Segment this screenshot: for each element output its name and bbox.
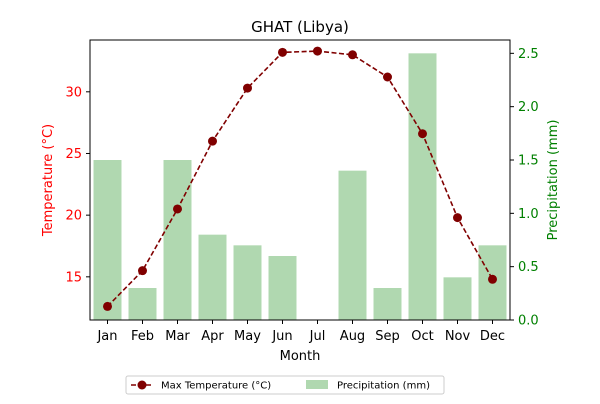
temperature-point-may — [243, 83, 252, 93]
legend-entry-temperature: Max Temperature (°C) — [161, 381, 271, 392]
temperature-point-dec — [488, 274, 497, 284]
right-tick-label: 2.5 — [518, 47, 539, 62]
plot-frame — [89, 39, 511, 321]
temperature-point-oct — [418, 129, 427, 139]
left-tick-label: 15 — [65, 270, 82, 285]
x-tick-label: Aug — [340, 329, 365, 344]
precipitation-bar-nov — [443, 277, 472, 320]
right-tick-label: 1.5 — [518, 154, 539, 169]
right-axis-label: Precipitation (mm) — [546, 120, 561, 241]
temperature-point-feb — [138, 266, 147, 276]
precipitation-bar-jan — [93, 160, 122, 320]
precipitation-bar-mar — [163, 160, 192, 320]
temperature-point-jul — [313, 46, 322, 56]
x-tick-label: Jan — [96, 329, 117, 344]
temperature-point-nov — [453, 213, 462, 223]
precipitation-bar-may — [233, 245, 262, 320]
temperature-point-jun — [278, 47, 287, 57]
precipitation-bar-aug — [338, 170, 367, 320]
temperature-point-sep — [383, 72, 392, 82]
x-axis-label: Month — [280, 349, 321, 364]
precipitation-bar-feb — [128, 288, 157, 320]
precipitation-bars — [93, 53, 507, 320]
x-tick-label: Sep — [375, 329, 400, 344]
temperature-point-apr — [208, 136, 217, 146]
left-axis-label: Temperature (°C) — [41, 124, 56, 237]
temperature-point-aug — [348, 50, 357, 60]
x-tick-label: Mar — [165, 329, 190, 344]
legend-entry-precipitation: Precipitation (mm) — [337, 381, 430, 392]
right-tick-label: 2.0 — [518, 100, 539, 115]
precipitation-bar-jun — [268, 256, 297, 320]
x-tick-label: Dec — [480, 329, 505, 344]
x-tick-label: Feb — [131, 329, 154, 344]
temperature-point-mar — [173, 204, 182, 214]
x-tick-label: Jun — [271, 329, 292, 344]
left-tick-label: 20 — [65, 209, 82, 224]
x-tick-label: Apr — [201, 329, 224, 344]
legend-marker-swatch — [137, 380, 147, 390]
precipitation-bar-sep — [373, 288, 402, 320]
legend-box — [125, 375, 445, 395]
chart-title: GHAT (Libya) — [251, 18, 349, 36]
x-tick-label: Oct — [411, 329, 433, 344]
right-tick-label: 0.0 — [518, 314, 539, 329]
x-tick-label: Nov — [445, 329, 471, 344]
precipitation-bar-apr — [198, 234, 227, 320]
left-tick-label: 30 — [65, 85, 82, 100]
x-tick-label: May — [234, 329, 261, 344]
precipitation-bar-oct — [408, 53, 437, 320]
left-tick-label: 25 — [65, 147, 82, 162]
legend: Max Temperature (°C) Precipitation (mm) — [125, 375, 445, 395]
temperature-point-jan — [103, 301, 112, 311]
right-tick-label: 1.0 — [518, 207, 539, 222]
temperature-line-path — [106, 50, 494, 307]
temperature-line — [103, 46, 497, 311]
legend-bar-swatch — [306, 380, 328, 389]
x-tick-label: Jul — [309, 329, 326, 344]
right-tick-label: 0.5 — [518, 260, 539, 275]
axes: Jan Feb Mar Apr May Jun Jul Aug Sep Oct Nov Dec 15 20… — [65, 39, 539, 344]
